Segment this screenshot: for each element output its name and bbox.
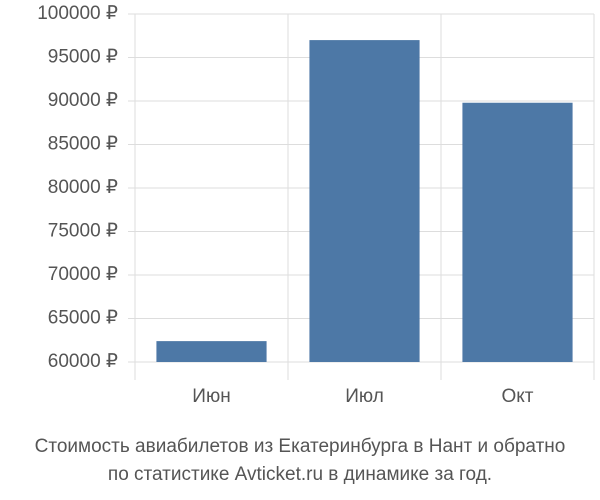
y-tick-label: 80000 ₽: [48, 177, 118, 198]
y-tick-label: 65000 ₽: [48, 308, 118, 329]
y-tick-label: 70000 ₽: [48, 264, 118, 285]
y-tick-label: 75000 ₽: [48, 221, 118, 242]
y-tick-label: 60000 ₽: [48, 351, 118, 372]
x-tick-label: Июн: [192, 386, 230, 407]
bar: [462, 102, 573, 363]
bar: [309, 40, 420, 362]
y-tick-label: 95000 ₽: [48, 47, 118, 68]
x-tick-label: Окт: [501, 386, 533, 407]
chart-title: Стоимость авиабилетов из Екатеринбурга в…: [35, 436, 566, 457]
x-tick-label: Июл: [345, 386, 384, 407]
chart-title: по статистике Avticket.ru в динамике за …: [108, 464, 492, 485]
y-tick-label: 100000 ₽: [37, 3, 118, 24]
y-tick-label: 90000 ₽: [48, 90, 118, 111]
y-tick-label: 85000 ₽: [48, 134, 118, 155]
bar: [156, 341, 267, 362]
